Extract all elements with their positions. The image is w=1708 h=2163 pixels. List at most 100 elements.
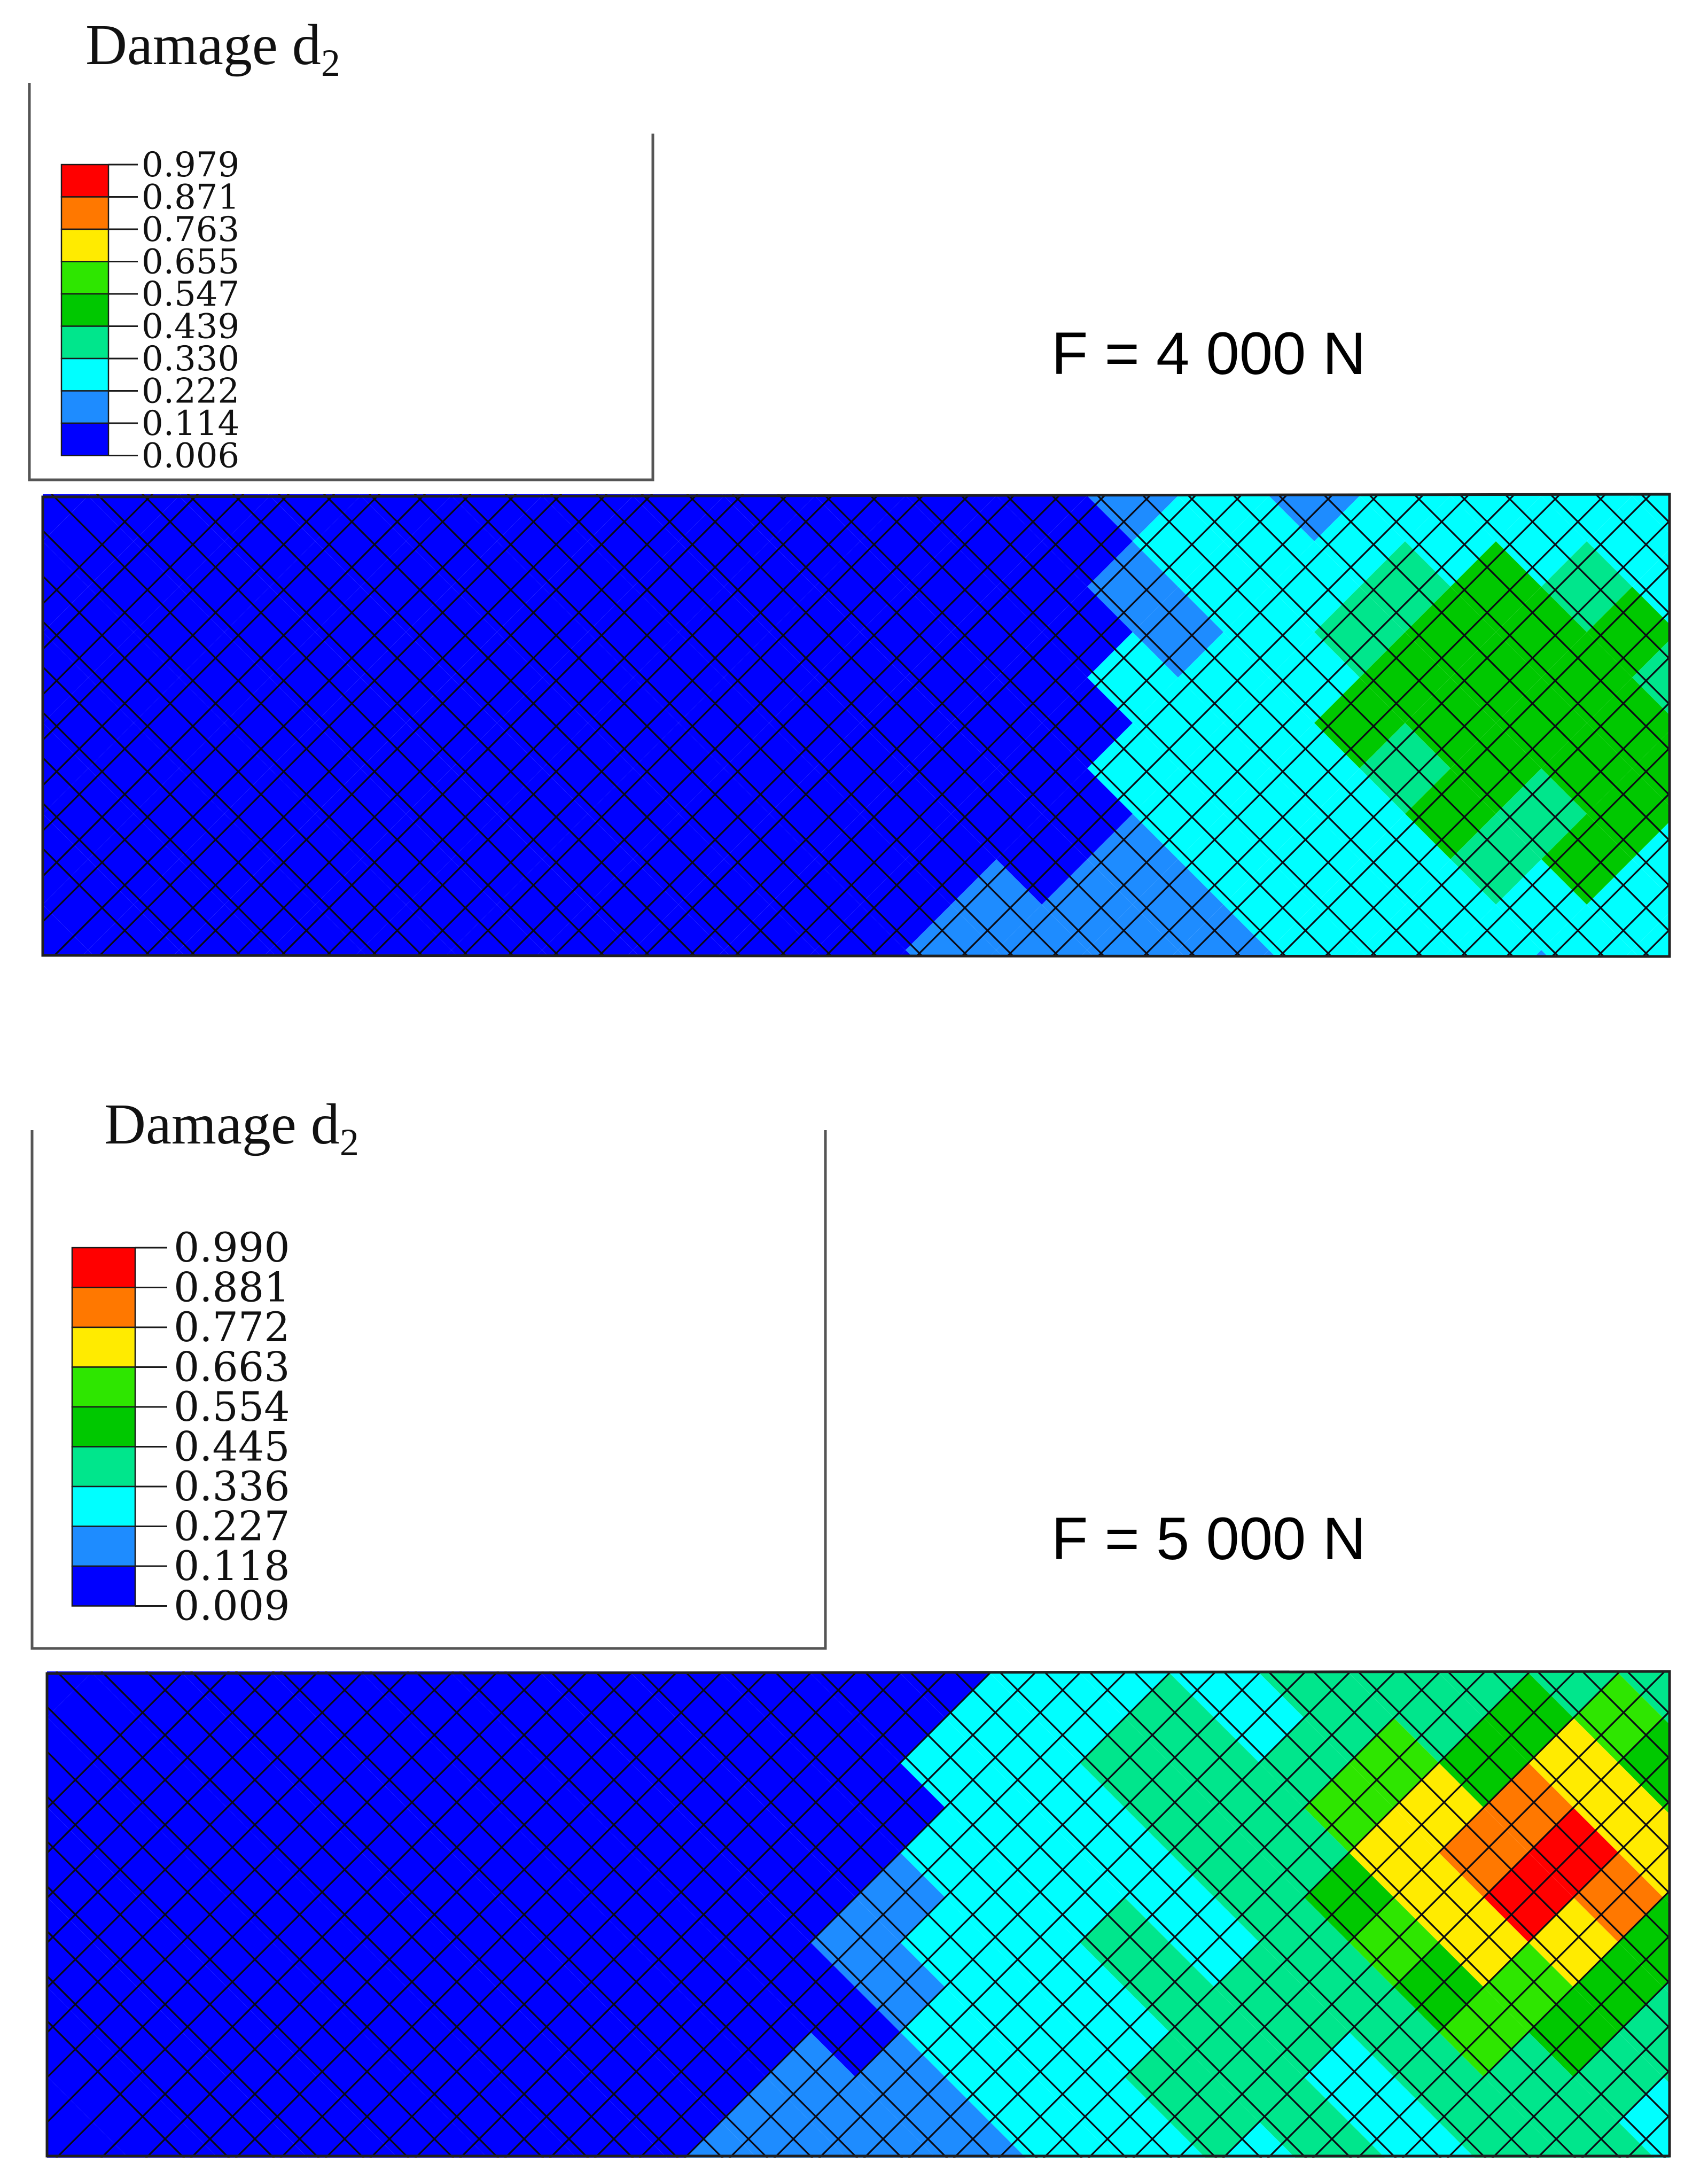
mesh-element (1437, 1671, 1439, 1672)
mesh-element (724, 494, 815, 541)
mesh-element (270, 360, 361, 450)
mesh-element (1618, 1717, 1670, 1807)
mesh-element (451, 360, 542, 450)
legend-swatch (60, 261, 110, 295)
legend-title: Damage d2 (104, 1093, 359, 1164)
mesh-line (997, 1671, 1487, 2158)
mesh-element (47, 1897, 92, 1987)
legend-value: 0.006 (142, 436, 239, 476)
mesh-element (354, 950, 367, 956)
mesh-line (824, 494, 1289, 956)
mesh-element (541, 2076, 630, 2158)
mesh-element (988, 1671, 991, 1672)
mesh-element (0, 1987, 2, 2076)
mesh-line (1222, 1710, 1670, 2158)
mesh-element (43, 723, 88, 814)
mesh-element (900, 1538, 989, 1628)
legend-value: 0.009 (174, 1582, 290, 1629)
mesh-element (899, 1671, 901, 1672)
mesh-element (451, 1538, 541, 1628)
legend-swatch (71, 1287, 136, 1328)
mesh-line (778, 494, 1244, 956)
mesh-element (996, 995, 1087, 1086)
mesh-lines (43, 494, 1670, 956)
mesh-element (1360, 360, 1450, 450)
mesh-element (1678, 768, 1708, 859)
mesh-element (1618, 1987, 1670, 2076)
mesh-line (55, 1671, 544, 2158)
mesh-element (181, 1671, 183, 1672)
mesh-line (43, 847, 152, 956)
mesh-element (43, 814, 88, 905)
mesh-element (1450, 995, 1541, 1086)
mesh-element (271, 1671, 361, 1717)
mesh-line (47, 1974, 230, 2158)
mesh-line (863, 1671, 1352, 2158)
mesh-element (361, 2076, 451, 2158)
mesh-line (1051, 494, 1516, 956)
mesh-element (1079, 1671, 1169, 1717)
mesh-element (1348, 1671, 1438, 1717)
mesh-element (0, 2032, 47, 2121)
mesh-element (0, 496, 43, 587)
mesh-line (1446, 1934, 1670, 2158)
mesh-element (541, 1538, 630, 1628)
legend-value: 0.763 (142, 210, 239, 250)
mesh-line (549, 1671, 1038, 2158)
mesh-element (1541, 360, 1632, 450)
mesh-line (1491, 1671, 1670, 1850)
mesh-element (0, 768, 43, 859)
mesh-line (773, 1671, 1262, 2158)
mesh-element (451, 2076, 541, 2158)
legend-value: 0.336 (174, 1462, 290, 1510)
mesh-line (1087, 1671, 1577, 2158)
mesh-element (815, 360, 906, 450)
mesh-element (88, 494, 179, 541)
legend-value: 0.990 (174, 1224, 290, 1271)
mesh-element (177, 494, 181, 496)
legend-value: 0.439 (142, 307, 239, 346)
mesh-line (597, 494, 1062, 956)
mesh-line (683, 1671, 1173, 2158)
mesh-element (0, 678, 43, 768)
mesh-element (361, 494, 451, 541)
mesh-element (899, 950, 912, 956)
mesh-element (1169, 1671, 1259, 1717)
mesh-element (1631, 494, 1634, 496)
mesh-line (869, 494, 1335, 956)
mesh-element (1541, 494, 1632, 541)
mesh-element (92, 2076, 182, 2158)
mesh-element (1535, 950, 1548, 956)
legend-value: 0.118 (174, 1542, 290, 1590)
legend-frame (30, 1130, 827, 1650)
legend-value: 0.655 (142, 242, 239, 282)
mesh-element (1618, 1671, 1670, 1717)
mesh-line (279, 494, 744, 956)
beam-mesh (0, 360, 1708, 1086)
mesh-element (450, 1671, 452, 1672)
mesh-element (630, 2076, 720, 2158)
mesh-element (1438, 1671, 1528, 1717)
mesh-element (1360, 995, 1450, 1086)
mesh-line (188, 494, 653, 956)
mesh-element (633, 360, 724, 450)
mesh-line (47, 1671, 500, 2124)
legend-swatch (71, 1366, 136, 1408)
mesh-line (324, 1671, 814, 2158)
legend-title-text: Damage d (85, 13, 321, 77)
mesh-line (1132, 1671, 1621, 2158)
legend-swatch (71, 1526, 136, 1567)
mesh-element (1178, 995, 1269, 1086)
mesh-element (540, 1671, 542, 1672)
legend-swatch (71, 1485, 136, 1527)
mesh-line (459, 1671, 948, 2158)
legend-swatch (71, 1247, 136, 1288)
legend-swatch (71, 1326, 136, 1368)
mesh-element (179, 494, 270, 541)
mesh-line (43, 494, 472, 923)
mesh-line (1414, 701, 1670, 956)
mesh-line (43, 494, 290, 742)
mesh-element (47, 1671, 92, 1717)
mesh-element (182, 1671, 271, 1717)
mesh-element (1450, 360, 1541, 450)
